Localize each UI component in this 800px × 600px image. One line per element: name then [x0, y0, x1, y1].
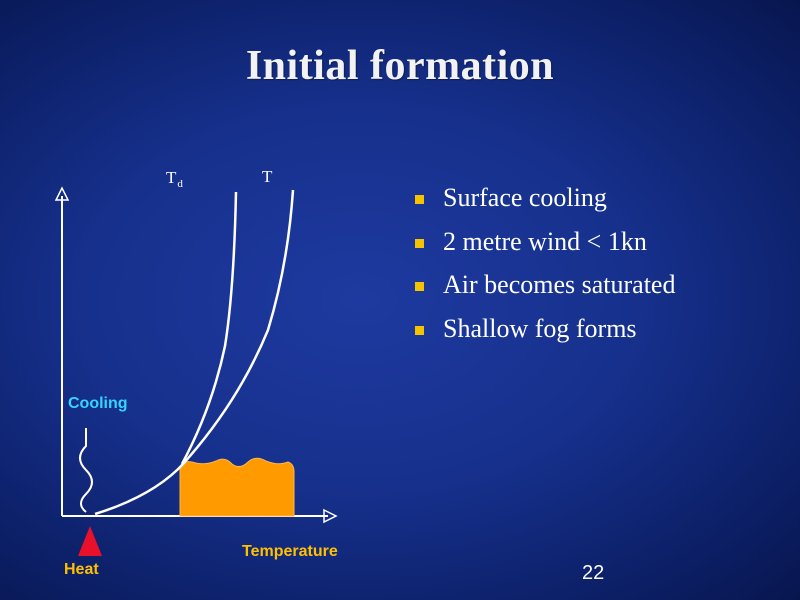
y-axis-arrowhead	[54, 186, 70, 201]
bullet-text: Surface cooling	[443, 183, 607, 212]
fog-layer	[179, 457, 295, 517]
temperature-curve	[94, 189, 295, 516]
temperature-curve-label: T	[262, 167, 273, 186]
bullet-list: Surface cooling 2 metre wind < 1kn Air b…	[415, 180, 675, 354]
x-axis-label: Temperature	[242, 543, 338, 560]
x-axis-arrowhead	[323, 508, 338, 524]
dewpoint-subscript: d	[177, 178, 183, 190]
cooling-wave-line	[79, 428, 93, 513]
heat-label: Heat	[64, 561, 99, 578]
square-bullet-icon	[415, 282, 424, 291]
bullet-item: Surface cooling	[415, 180, 675, 224]
bullet-item: Air becomes saturated	[415, 267, 675, 311]
bullet-text: Air becomes saturated	[443, 270, 676, 299]
bullet-item: 2 metre wind < 1kn	[415, 224, 675, 268]
cooling-label: Cooling	[68, 395, 128, 412]
square-bullet-icon	[415, 238, 424, 248]
bullet-item: Shallow fog forms	[415, 311, 675, 355]
page-number: 22	[582, 562, 605, 584]
bullet-text: Shallow fog forms	[443, 313, 637, 343]
square-bullet-icon	[415, 325, 424, 335]
dewpoint-curve	[180, 191, 238, 465]
dewpoint-label: Td	[166, 168, 183, 190]
heat-arrow-icon	[78, 526, 102, 556]
slide-title: Initial formation	[245, 43, 555, 89]
bullet-text: 2 metre wind < 1kn	[443, 226, 647, 256]
square-bullet-icon	[415, 195, 424, 204]
